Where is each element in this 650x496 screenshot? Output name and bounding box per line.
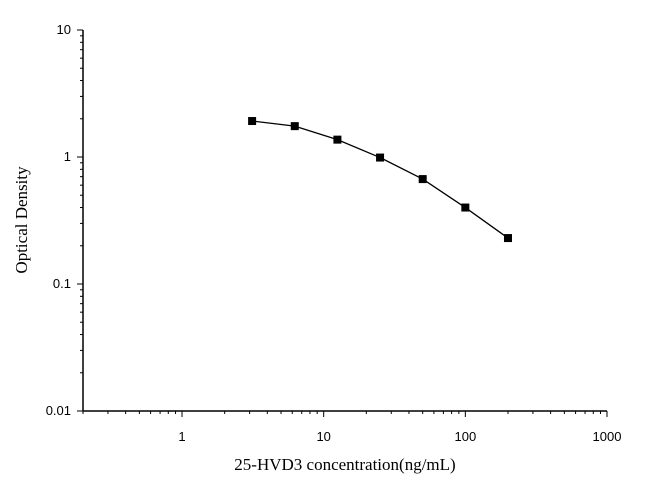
data-point bbox=[248, 117, 257, 126]
data-point bbox=[376, 153, 385, 162]
x-tick-label: 1 bbox=[178, 429, 185, 444]
x-tick-label: 100 bbox=[454, 429, 476, 444]
y-tick-label: 1 bbox=[64, 149, 71, 164]
data-point bbox=[290, 122, 299, 131]
plot-area bbox=[248, 117, 512, 243]
data-point bbox=[503, 234, 512, 243]
y-tick-labels: 0.01 0.1 1 10 bbox=[46, 22, 71, 418]
x-axis-title: 25-HVD3 concentration(ng/mL) bbox=[234, 455, 455, 474]
y-tick-label: 10 bbox=[57, 22, 71, 37]
data-point bbox=[418, 175, 427, 184]
axes bbox=[82, 30, 607, 412]
tick-marks bbox=[77, 29, 608, 417]
x-tick-labels: 1 10 100 1000 bbox=[178, 429, 621, 444]
x-tick-label: 10 bbox=[316, 429, 330, 444]
data-point bbox=[333, 135, 342, 144]
series-line bbox=[252, 120, 509, 239]
y-axis-title: Optical Density bbox=[12, 166, 31, 274]
y-tick-label: 0.01 bbox=[46, 403, 71, 418]
x-tick-label: 1000 bbox=[593, 429, 622, 444]
data-point bbox=[461, 203, 470, 212]
y-tick-label: 0.1 bbox=[53, 276, 71, 291]
